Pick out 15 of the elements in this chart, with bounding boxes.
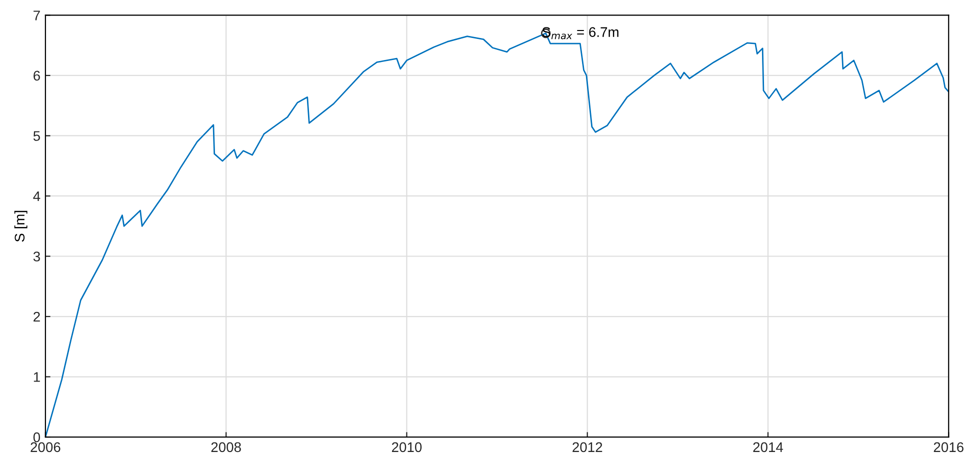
x-tick-label: 2012 (572, 442, 602, 452)
y-tick-label: 0 (33, 432, 40, 442)
y-tick-label: 7 (34, 10, 40, 20)
y-tick-label: 5 (33, 131, 40, 141)
x-tick-label: 2016 (934, 442, 964, 452)
y-tick-label: 2 (34, 312, 40, 322)
y-tick-label: 1 (34, 372, 40, 382)
x-tick-label: 2014 (753, 442, 784, 452)
y-axis-title: S [m] (14, 210, 28, 242)
x-tick-label: 2008 (211, 442, 241, 452)
y-tick-label: 6 (34, 70, 40, 81)
x-tick-label: 2006 (30, 442, 60, 452)
y-tick-label: 4 (33, 191, 40, 202)
x-tick-label: 2010 (392, 442, 422, 452)
y-tick-label: 3 (33, 252, 40, 262)
